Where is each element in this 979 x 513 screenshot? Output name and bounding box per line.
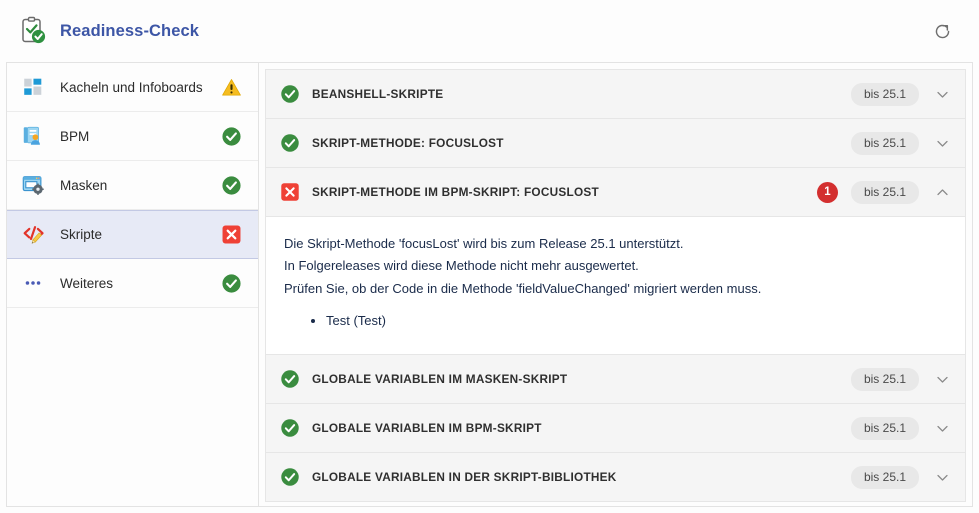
app-header: Readiness-Check <box>0 0 979 62</box>
check-circle-icon <box>220 272 242 294</box>
accordion-item: SKRIPT-METHODE: FOCUSLOST bis 25.1 <box>265 118 966 167</box>
sidebar-item-skripte[interactable]: Skripte <box>7 210 258 259</box>
accordion-header[interactable]: BEANSHELL-SKRIPTE bis 25.1 <box>266 70 965 118</box>
chevron-down-icon[interactable] <box>933 85 951 103</box>
accordion-item: GLOBALE VARIABLEN IM BPM-SKRIPT bis 25.1 <box>265 403 966 453</box>
detail-line: In Folgereleases wird diese Methode nich… <box>284 258 639 274</box>
error-square-icon <box>220 224 242 246</box>
chevron-up-icon[interactable] <box>933 183 951 201</box>
masks-icon <box>20 172 46 198</box>
accordion-title: GLOBALE VARIABLEN IN DER SKRIPT-BIBLIOTH… <box>312 470 617 485</box>
accordion-title: GLOBALE VARIABLEN IM BPM-SKRIPT <box>312 421 542 436</box>
check-results-panel: BEANSHELL-SKRIPTE bis 25.1 <box>258 62 973 507</box>
release-chip: bis 25.1 <box>850 367 919 391</box>
check-circle-icon <box>280 369 300 389</box>
refresh-icon[interactable] <box>927 16 957 46</box>
affected-items-list: Test (Test) <box>284 310 947 332</box>
check-circle-icon <box>280 133 300 153</box>
code-pencil-icon <box>20 222 46 248</box>
error-square-icon <box>280 182 300 202</box>
accordion-header[interactable]: SKRIPT-METHODE: FOCUSLOST bis 25.1 <box>266 119 965 167</box>
sidebar-item-label: Masken <box>60 177 108 193</box>
check-circle-icon <box>220 125 242 147</box>
content-area: Kacheln und Infoboards <box>0 62 979 513</box>
page-title: Readiness-Check <box>60 21 200 40</box>
detail-line: Prüfen Sie, ob der Code in die Methode '… <box>284 280 762 296</box>
sidebar-item-weiteres[interactable]: Weiteres <box>7 259 258 308</box>
accordion-body: Die Skript-Methode 'focusLost' wird bis … <box>266 216 965 355</box>
check-circle-icon <box>220 174 242 196</box>
check-circle-icon <box>280 467 300 487</box>
accordion-title: SKRIPT-METHODE: FOCUSLOST <box>312 136 504 150</box>
accordion-item-expanded: SKRIPT-METHODE IM BPM-SKRIPT: FOCUSLOST … <box>265 167 966 355</box>
sidebar: Kacheln und Infoboards <box>6 62 258 507</box>
release-chip: bis 25.1 <box>850 131 919 155</box>
chevron-down-icon[interactable] <box>933 134 951 152</box>
chevron-down-icon[interactable] <box>933 370 951 388</box>
accordion-header[interactable]: GLOBALE VARIABLEN IM MASKEN-SKRIPT bis 2… <box>266 355 965 404</box>
accordion-item: GLOBALE VARIABLEN IM MASKEN-SKRIPT bis 2… <box>265 354 966 404</box>
chevron-down-icon[interactable] <box>933 468 951 486</box>
release-chip: bis 25.1 <box>850 180 919 204</box>
tiles-icon <box>20 74 46 100</box>
sidebar-item-label: BPM <box>60 128 90 144</box>
accordion-title: GLOBALE VARIABLEN IM MASKEN-SKRIPT <box>312 372 568 387</box>
issue-count-badge: 1 <box>816 181 838 203</box>
warning-triangle-icon <box>220 76 242 98</box>
release-chip: bis 25.1 <box>850 82 919 106</box>
accordion-header[interactable]: GLOBALE VARIABLEN IM BPM-SKRIPT bis 25.1 <box>266 404 965 453</box>
clipboard-check-icon <box>18 16 48 46</box>
accordion-header[interactable]: GLOBALE VARIABLEN IN DER SKRIPT-BIBLIOTH… <box>266 453 965 502</box>
bpm-icon <box>20 123 46 149</box>
detail-line: Die Skript-Methode 'focusLost' wird bis … <box>284 236 684 251</box>
release-chip: bis 25.1 <box>850 465 919 489</box>
sidebar-item-label: Skripte <box>60 227 103 242</box>
ellipsis-icon <box>20 270 46 296</box>
check-circle-icon <box>280 418 300 438</box>
sidebar-item-kacheln-und-infoboards[interactable]: Kacheln und Infoboards <box>7 63 258 112</box>
accordion-title: SKRIPT-METHODE IM BPM-SKRIPT: FOCUSLOST <box>312 185 599 199</box>
chevron-down-icon[interactable] <box>933 419 951 437</box>
sidebar-item-label: Kacheln und Infoboards <box>60 79 203 95</box>
sidebar-item-bpm[interactable]: BPM <box>7 112 258 161</box>
accordion-item: GLOBALE VARIABLEN IN DER SKRIPT-BIBLIOTH… <box>265 452 966 503</box>
list-item: Test (Test) <box>326 310 947 332</box>
sidebar-item-label: Weiteres <box>60 275 114 291</box>
accordion-header[interactable]: SKRIPT-METHODE IM BPM-SKRIPT: FOCUSLOST … <box>266 168 965 216</box>
check-circle-icon <box>280 84 300 104</box>
accordion-title: BEANSHELL-SKRIPTE <box>312 87 444 101</box>
accordion-item: BEANSHELL-SKRIPTE bis 25.1 <box>265 69 966 118</box>
release-chip: bis 25.1 <box>850 416 919 440</box>
sidebar-item-masken[interactable]: Masken <box>7 161 258 210</box>
